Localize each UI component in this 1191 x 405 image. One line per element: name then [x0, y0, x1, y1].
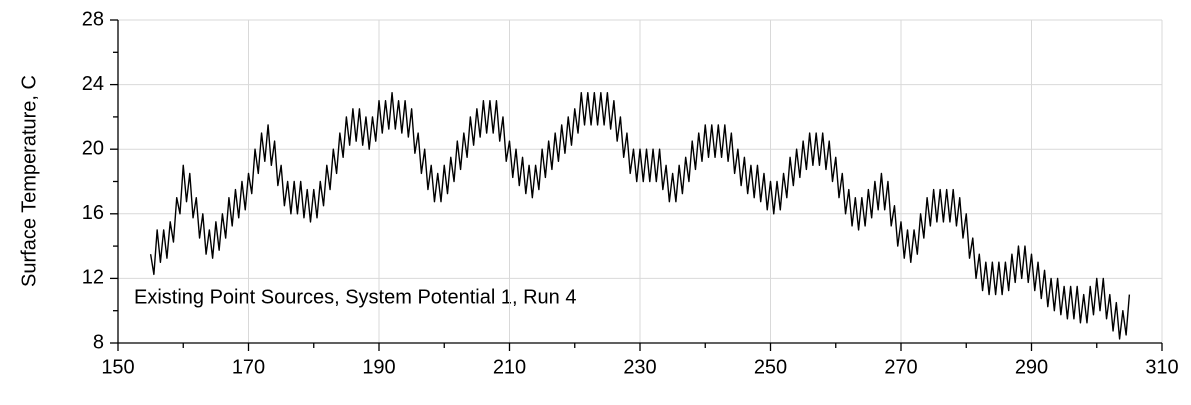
- y-tick-label: 20: [82, 137, 104, 159]
- x-tick-label: 290: [1015, 356, 1048, 378]
- y-tick-label: 8: [93, 331, 104, 353]
- x-tick-label: 170: [232, 356, 265, 378]
- data-line: [149, 91, 1131, 340]
- y-axis-label: Surface Temperature, C: [18, 75, 40, 287]
- x-tick-label: 250: [754, 356, 787, 378]
- y-tick-label: 24: [82, 73, 104, 95]
- y-tick-label: 16: [82, 202, 104, 224]
- x-tick-label: 190: [362, 356, 395, 378]
- y-tick-label: 28: [82, 8, 104, 30]
- x-tick-label: 230: [623, 356, 656, 378]
- x-tick-label: 210: [493, 356, 526, 378]
- annotation: Existing Point Sources, System Potential…: [134, 286, 576, 308]
- x-tick-label: 150: [101, 356, 134, 378]
- x-tick-label: 310: [1145, 356, 1178, 378]
- x-tick-label: 270: [884, 356, 917, 378]
- y-tick-label: 12: [82, 267, 104, 289]
